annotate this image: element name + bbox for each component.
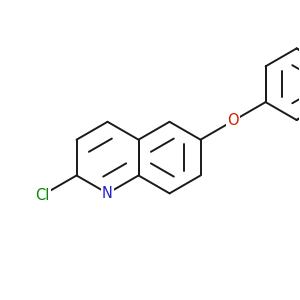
Text: O: O — [227, 113, 239, 128]
Text: Cl: Cl — [35, 188, 50, 203]
Text: N: N — [102, 186, 113, 201]
